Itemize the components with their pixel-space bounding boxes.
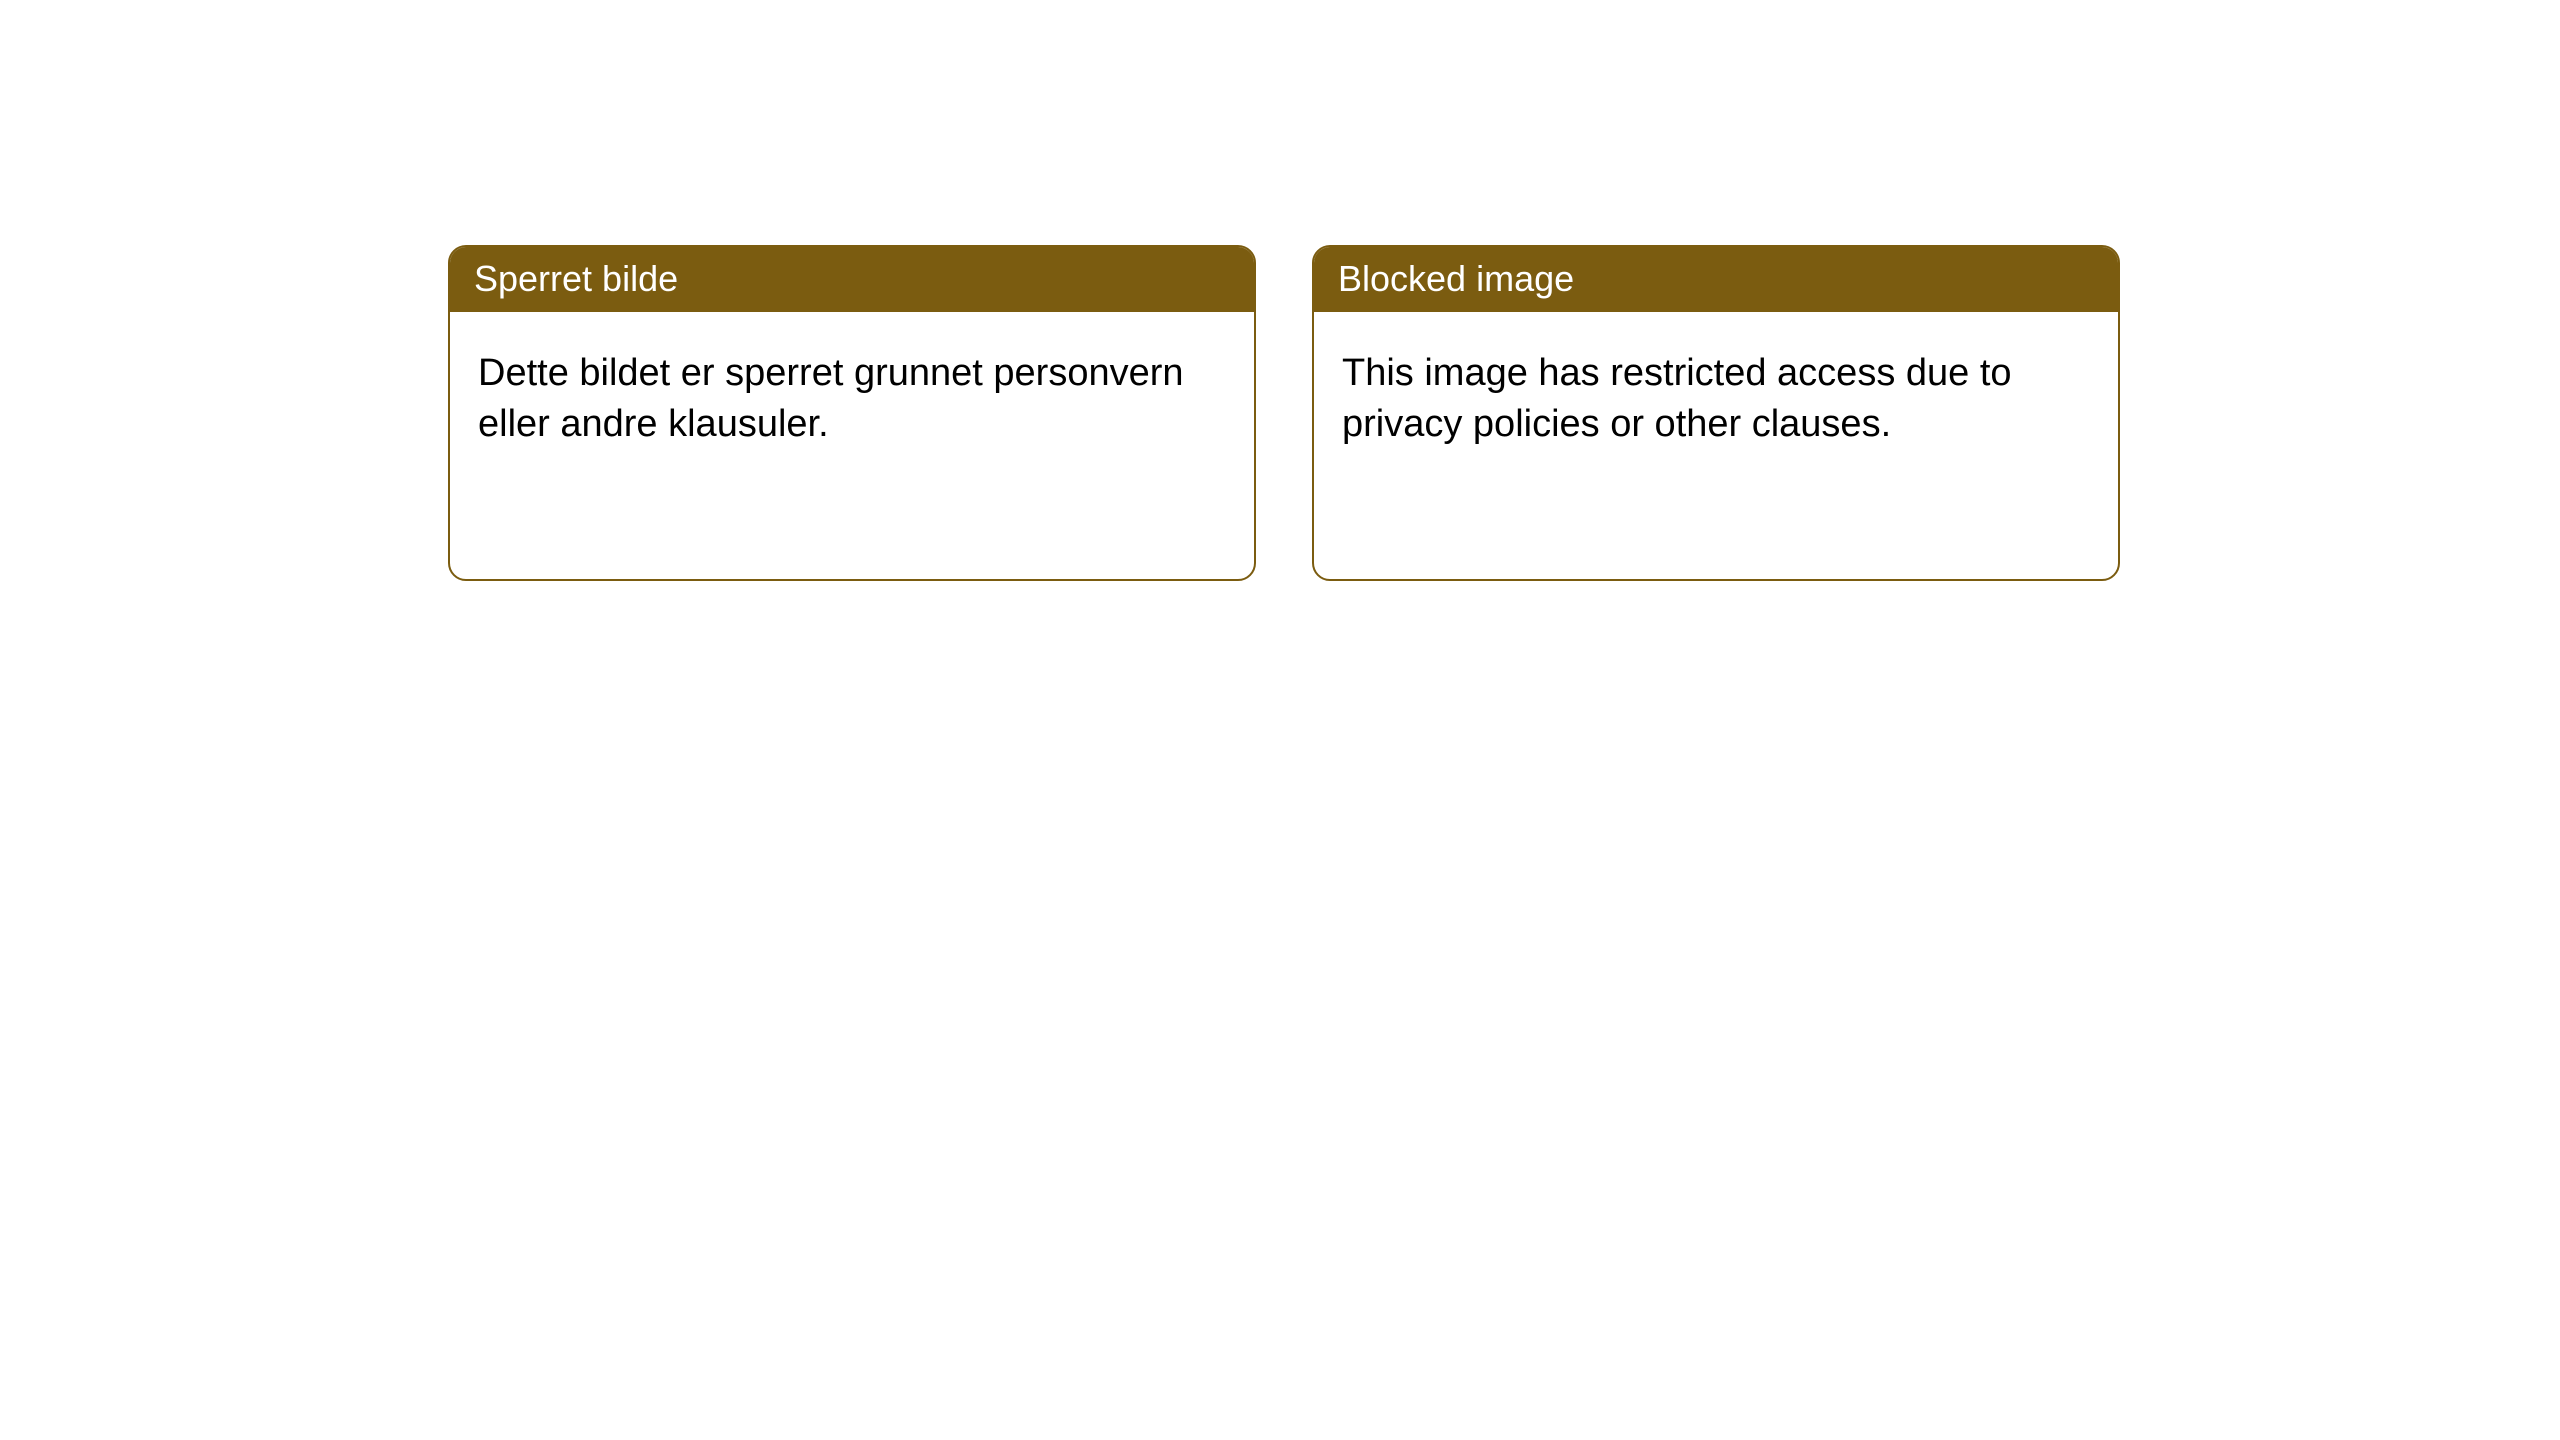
blocked-image-cards: Sperret bilde Dette bildet er sperret gr… [448,245,2560,581]
card-header: Sperret bilde [450,247,1254,312]
card-header: Blocked image [1314,247,2118,312]
card-body: Dette bildet er sperret grunnet personve… [450,312,1254,487]
blocked-image-card-en: Blocked image This image has restricted … [1312,245,2120,581]
blocked-image-card-no: Sperret bilde Dette bildet er sperret gr… [448,245,1256,581]
card-body: This image has restricted access due to … [1314,312,2118,487]
